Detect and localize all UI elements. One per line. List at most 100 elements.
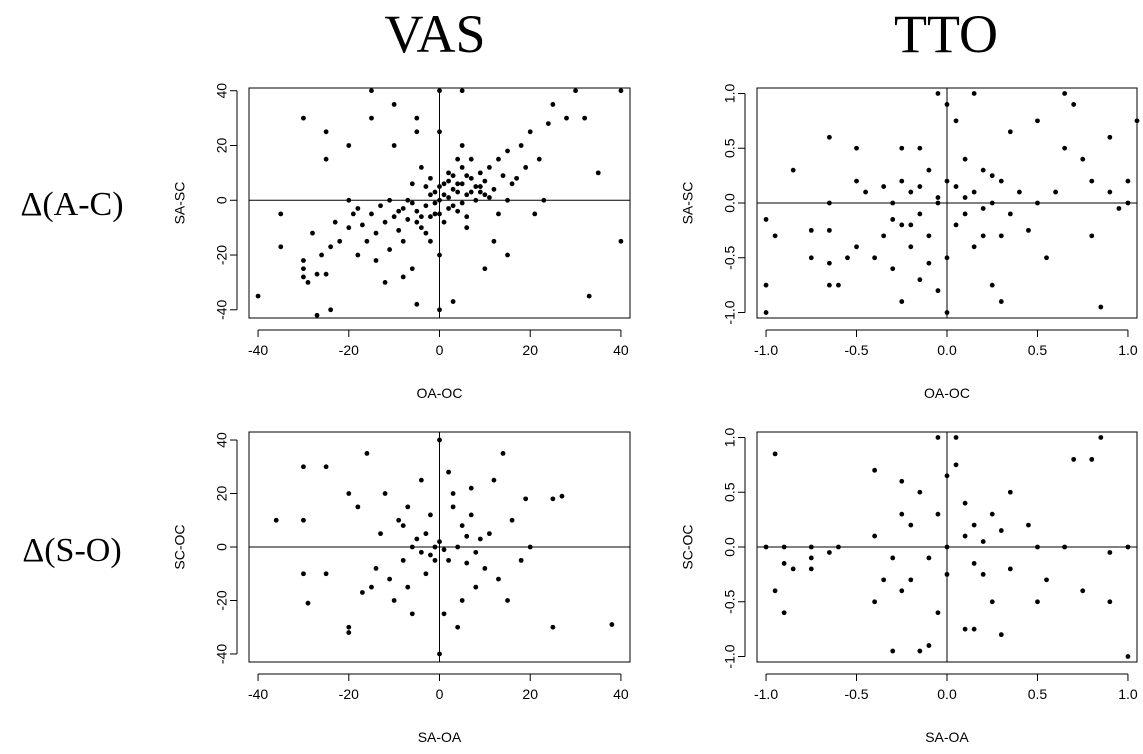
scatter-point [428, 214, 433, 220]
scatter-point [935, 511, 941, 517]
scatter-point [482, 192, 488, 198]
scatter-point [854, 178, 859, 184]
column-title-tto: TTO [894, 4, 998, 64]
scatter-point [437, 197, 442, 203]
scatter-point [532, 211, 538, 217]
scatter-point [468, 485, 474, 491]
scatter-point [908, 522, 914, 528]
x-tick-label: -20 [339, 342, 359, 358]
scatter-point [455, 624, 461, 630]
scatter-point [464, 533, 470, 539]
scatter-point [899, 299, 905, 304]
y-tick-label: 0.5 [722, 138, 738, 158]
scatter-point [491, 477, 497, 483]
scatter-point [405, 197, 411, 203]
scatter-point [808, 255, 814, 261]
y-tick-label: -1.0 [722, 644, 738, 668]
scatter-point [1044, 255, 1049, 261]
scatter-point [496, 211, 501, 217]
scatter-point [477, 170, 483, 176]
scatter-point [409, 611, 415, 617]
scatter-point [400, 238, 406, 244]
scatter-point [899, 178, 905, 184]
scatter-point [428, 552, 433, 558]
scatter-point [1080, 156, 1086, 162]
scatter-point [373, 258, 379, 263]
y-tick-label: 0 [214, 196, 230, 204]
scatter-panel-tto-so: -1.0 -0.5 0.0 0.5 1.0 SA-OA -1.0 -0.5 0.0 0.5 1.0 S… [680, 428, 1138, 745]
scatter-point [437, 307, 442, 313]
scatter-point [1107, 550, 1113, 555]
scatter-point [391, 598, 397, 603]
scatter-point [1125, 178, 1131, 184]
scatter-point [355, 504, 361, 510]
scatter-point [423, 203, 429, 209]
scatter-point [387, 197, 393, 203]
scatter-point [998, 528, 1004, 533]
x-tick-label: -40 [248, 686, 268, 702]
scatter-point [459, 165, 465, 170]
scatter-point [808, 227, 814, 233]
scatter-point [845, 255, 850, 261]
scatter-point [944, 571, 950, 577]
scatter-point [459, 598, 465, 603]
scatter-point [890, 648, 896, 654]
scatter-point [409, 181, 415, 187]
scatter-point [278, 211, 284, 217]
y-tick-label: -40 [214, 644, 230, 664]
scatter-point [935, 195, 941, 200]
scatter-point [998, 299, 1004, 304]
scatter-point [319, 252, 324, 258]
scatter-point [872, 467, 878, 473]
scatter-panel-vas-so: -40 -20 0 20 40 SA-OA -40 -20 0 20 40 SC-OC [172, 431, 631, 745]
scatter-point [980, 206, 986, 211]
scatter-point [505, 598, 510, 603]
scatter-point [414, 536, 420, 542]
scatter-point [423, 571, 429, 577]
y-axis-label: SC-OC [680, 524, 696, 569]
scatter-point [432, 544, 438, 550]
scatter-point [1071, 102, 1077, 107]
y-tick-label: -0.5 [722, 245, 738, 269]
x-tick-label: 0.5 [1028, 686, 1048, 702]
scatter-point [826, 282, 832, 288]
scatter-point [409, 266, 415, 272]
scatter-point [980, 571, 986, 577]
scatter-point [826, 227, 832, 233]
y-axis-label: SA-SC [172, 182, 188, 225]
y-axis-label: SA-SC [680, 182, 696, 225]
scatter-point [1080, 588, 1086, 594]
scatter-point [790, 566, 796, 572]
scatter-point [418, 477, 424, 483]
scatter-point [881, 233, 887, 239]
scatter-point [980, 233, 986, 239]
scatter-point [464, 173, 470, 179]
scatter-point [808, 555, 814, 561]
scatter-panel-vas-ac: -40 -20 0 20 40 OA-OC -40 -20 0 20 40 SA-SC [172, 83, 631, 401]
scatter-point [763, 282, 769, 288]
scatter-point [826, 200, 832, 206]
scatter-point [550, 624, 556, 630]
scatter-point [808, 566, 814, 572]
scatter-point [781, 610, 787, 616]
scatter-point [1125, 200, 1131, 206]
x-tick-label: 20 [522, 342, 538, 358]
scatter-point [944, 544, 950, 550]
scatter-point [550, 102, 556, 107]
scatter-point [278, 244, 284, 250]
scatter-point [423, 184, 429, 189]
scatter-point [369, 211, 374, 217]
scatter-point [989, 200, 995, 206]
scatter-point [890, 217, 896, 222]
scatter-point [944, 178, 950, 184]
scatter-point [314, 271, 320, 277]
scatter-point [459, 143, 465, 148]
scatter-point [1026, 522, 1031, 528]
scatter-point [962, 195, 968, 200]
scatter-point [350, 211, 356, 217]
scatter-point [459, 88, 465, 94]
scatter-point [772, 588, 778, 594]
scatter-point [301, 266, 306, 272]
scatter-point [1107, 599, 1113, 605]
